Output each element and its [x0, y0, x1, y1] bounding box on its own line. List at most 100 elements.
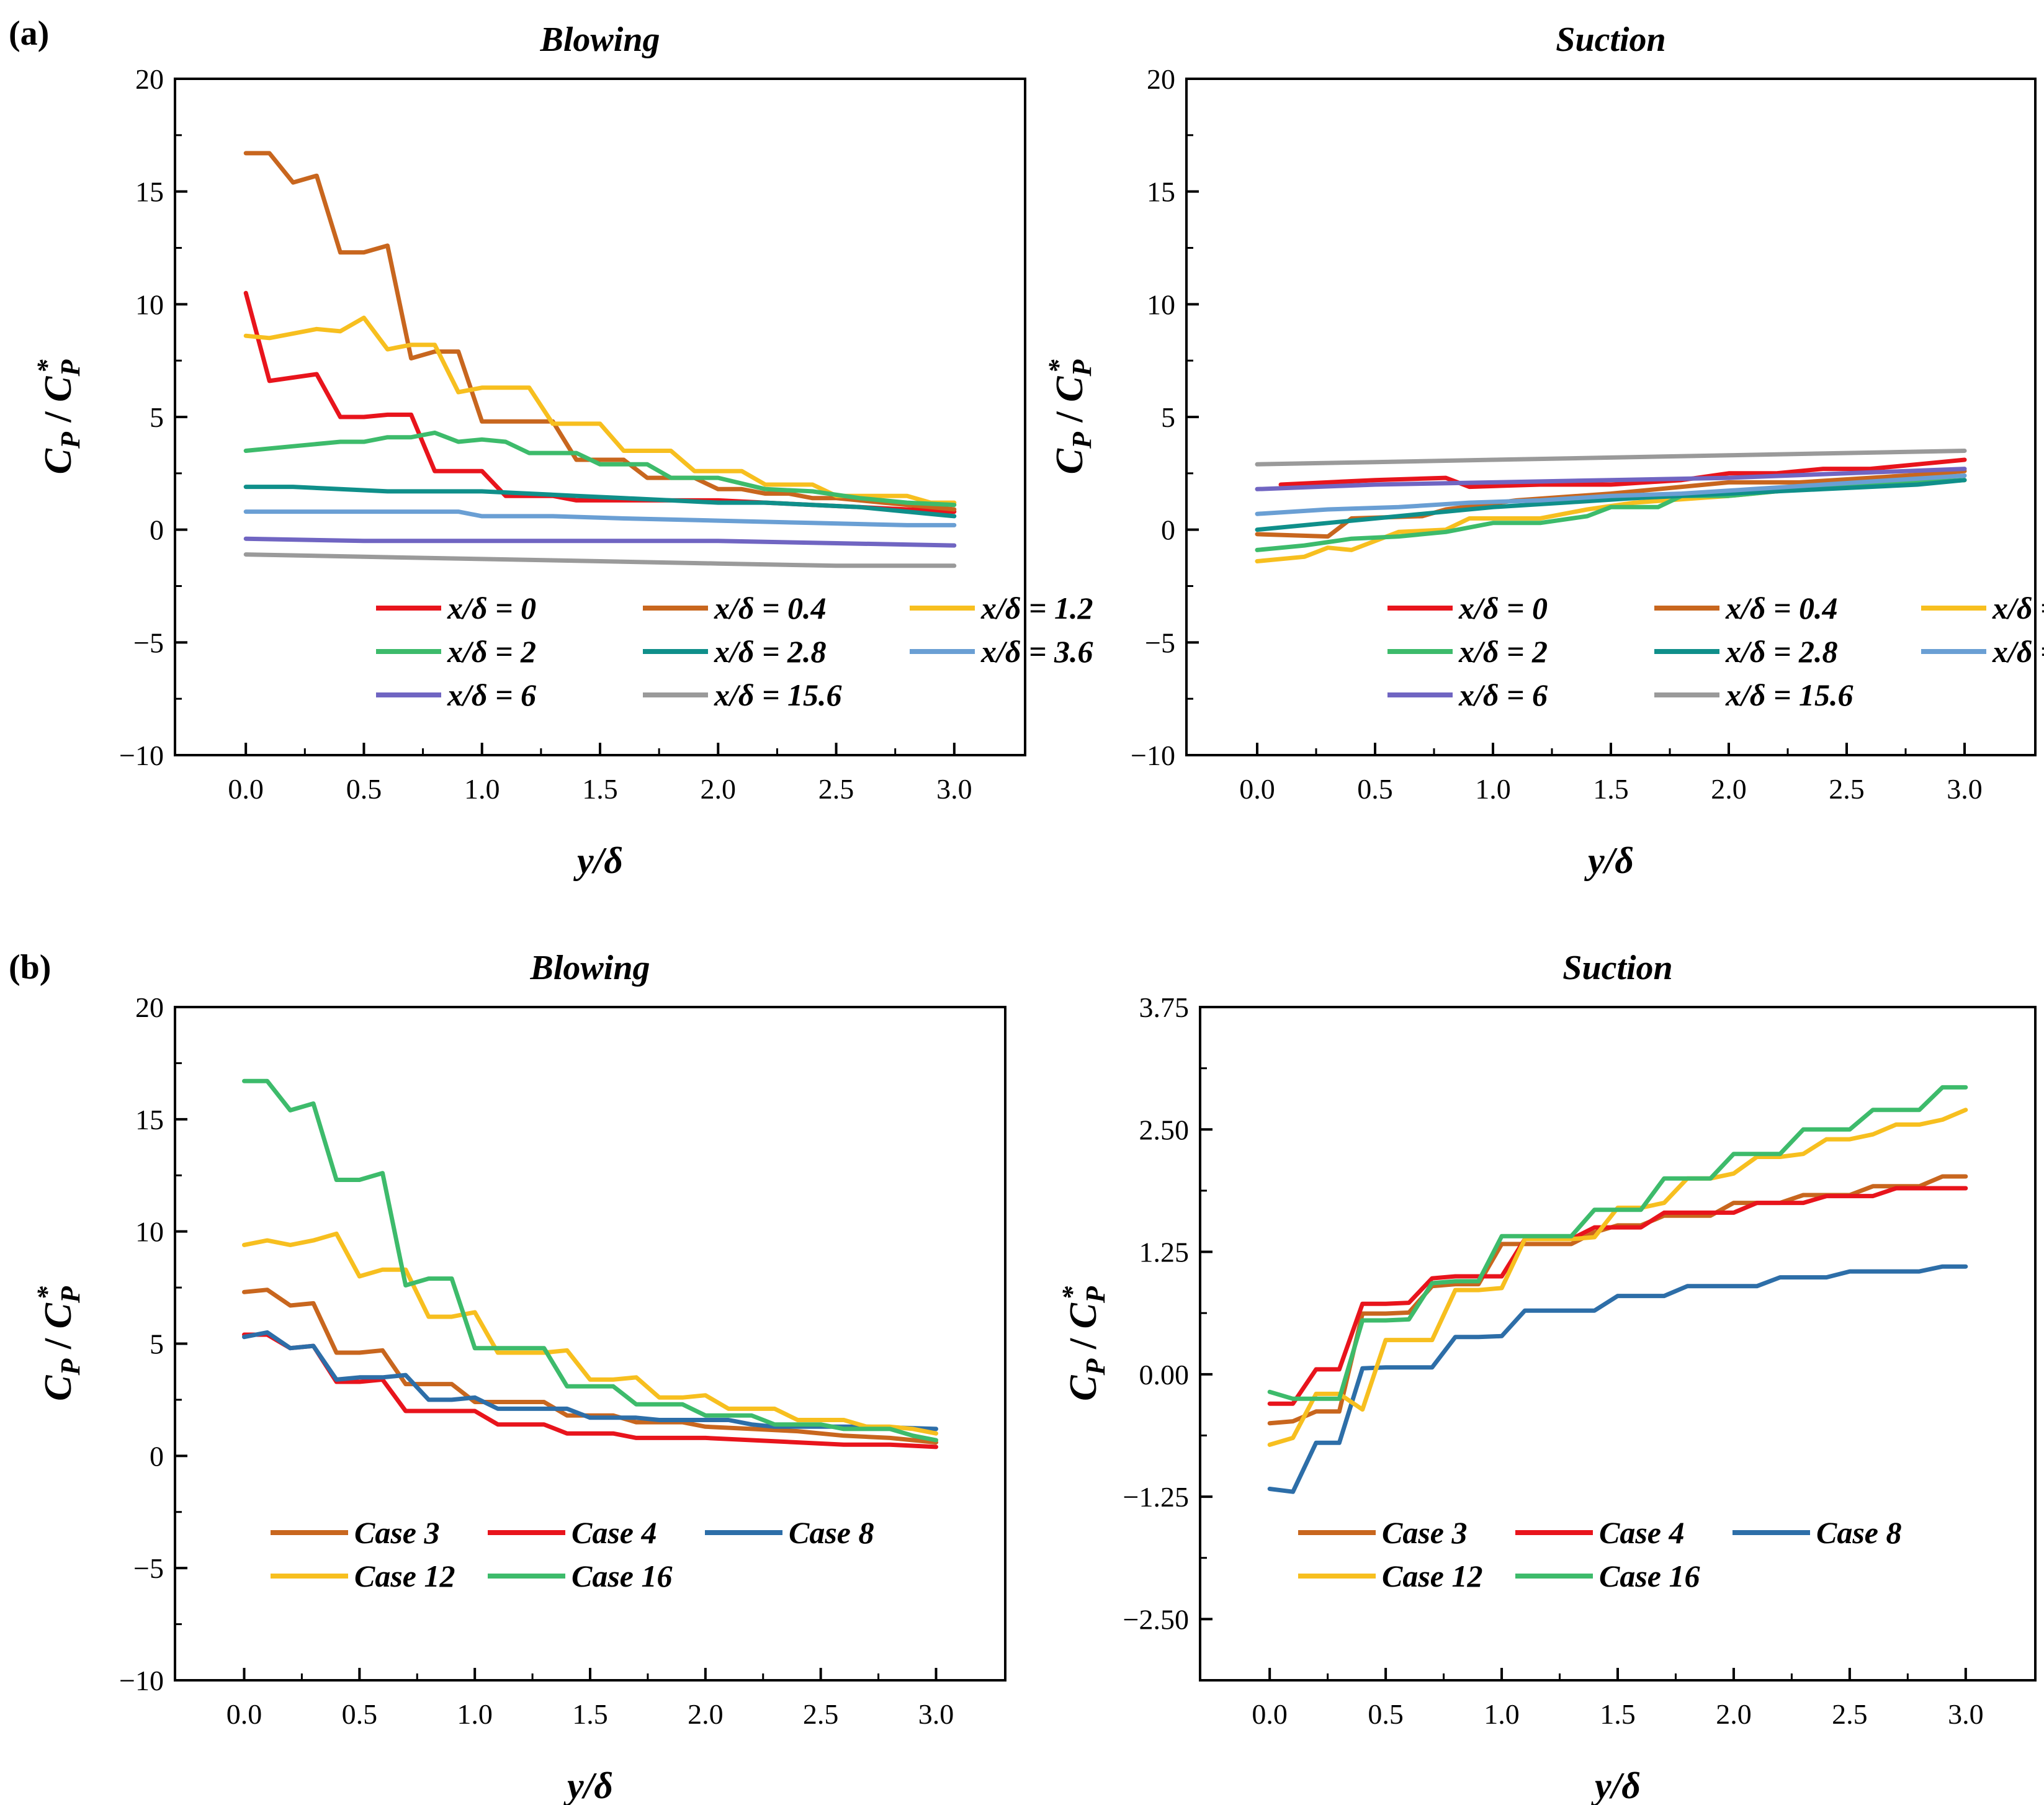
y-axis-label-part: C [37, 448, 79, 474]
x-axis-label: y/δ [1584, 840, 1634, 881]
y-axis-label: CP / CP* [1057, 1286, 1111, 1401]
y-tick-label: −10 [119, 1665, 164, 1696]
y-tick-label: 10 [135, 289, 164, 320]
series-line-8 [1255, 449, 1967, 467]
y-axis-label-star: * [1057, 1286, 1087, 1300]
x-tick-label: 0.5 [346, 773, 382, 805]
chart-title: Blowing [530, 949, 650, 987]
y-axis-label-part: P [1080, 1358, 1111, 1376]
series-line-7 [1255, 467, 1967, 491]
series-line-5 [242, 1078, 938, 1443]
x-tick-label: 1.5 [572, 1698, 608, 1730]
legend-label-1: Case 3 [354, 1515, 440, 1550]
y-axis-label-part: / [1062, 1328, 1105, 1358]
y-tick-label: 20 [1147, 63, 1175, 95]
y-axis-label-part: C [1062, 1375, 1105, 1401]
series-group [1255, 449, 1967, 563]
y-tick-label: −1.25 [1123, 1481, 1189, 1513]
y-tick-label: 3.75 [1139, 992, 1190, 1023]
series-line-1 [242, 1288, 938, 1445]
y-tick-label: 0.00 [1139, 1359, 1190, 1391]
chart-title: Suction [1556, 20, 1665, 59]
x-tick-label: 1.0 [457, 1698, 493, 1730]
x-tick-label: 0.0 [228, 773, 264, 805]
x-tick-label: 0.0 [1252, 1698, 1288, 1730]
legend-label-3: x/δ = 1.2 [1992, 591, 2044, 625]
x-tick-label: 1.0 [1484, 1698, 1520, 1730]
x-tick-label: 2.5 [1829, 773, 1865, 805]
y-axis-label: CP / CP* [1043, 359, 1097, 475]
y-axis-label-part: C [37, 1302, 79, 1328]
x-tick-label: 2.5 [818, 773, 854, 805]
y-tick-label: −10 [119, 740, 164, 771]
x-tick-label: 1.5 [582, 773, 618, 805]
series-line-2 [1255, 468, 1967, 539]
series-line-1 [1267, 1174, 1968, 1426]
x-tick-label: 2.5 [803, 1698, 839, 1730]
legend-label-8: x/δ = 15.6 [714, 678, 842, 712]
x-tick-label: 2.0 [1716, 1698, 1752, 1730]
y-axis-label-part: P [55, 359, 86, 377]
y-tick-label: 15 [135, 1104, 164, 1135]
series-line-3 [242, 1330, 938, 1431]
series-line-5 [1255, 478, 1967, 532]
y-tick-label: −5 [133, 1552, 164, 1584]
x-tick-label: 0.0 [226, 1698, 262, 1730]
legend-label-7: x/δ = 6 [447, 678, 536, 712]
legend-label-3: Case 8 [1816, 1515, 1902, 1550]
chart-b-blowing: (b) Blowing 0.0 0.5 1.0 1.5 2.0 2.5 3.0 −10 −5 0 5 10… [9, 948, 1006, 1805]
legend-label-7: x/δ = 6 [1458, 678, 1548, 712]
x-tick-label: 1.5 [1600, 1698, 1636, 1730]
x-axis-label: y/δ [563, 1765, 613, 1805]
x-tick-label: 1.0 [1475, 773, 1511, 805]
x-axis-label: y/δ [573, 840, 623, 881]
legend-label-4: Case 12 [354, 1559, 455, 1593]
legend-label-2: Case 4 [1599, 1515, 1685, 1550]
legend-label-5: x/δ = 2.8 [714, 634, 827, 669]
series-line-2 [242, 1332, 938, 1449]
y-axis-label-part: C [37, 1375, 79, 1401]
y-tick-label: 1.25 [1139, 1237, 1190, 1268]
series-group [242, 1078, 938, 1449]
y-tick-label: 0 [1161, 514, 1175, 546]
x-tick-label: 0.5 [342, 1698, 378, 1730]
y-tick-label: 5 [1161, 401, 1175, 433]
y-axis-label-part: C [1049, 376, 1091, 402]
y-axis-label-part: P [1080, 1286, 1111, 1304]
y-axis-label-part: C [1049, 448, 1091, 474]
y-tick-label: 0 [150, 514, 164, 546]
y-tick-label: 15 [1147, 176, 1175, 208]
y-axis-label-part: P [1067, 359, 1097, 377]
chart-title: Blowing [540, 20, 660, 59]
panel-label: (a) [9, 14, 49, 53]
y-axis-label-part: P [55, 1358, 86, 1376]
y-axis-label-part: / [1049, 402, 1091, 432]
y-tick-label: −2.50 [1123, 1603, 1189, 1635]
legend: x/δ = 0 x/δ = 0.4 x/δ = 1.2 x/δ = 2 x/δ = 2.… [1387, 591, 2044, 712]
x-tick-label: 1.5 [1593, 773, 1629, 805]
y-tick-label: 5 [150, 1328, 164, 1360]
x-tick-label: 0.5 [1368, 1698, 1404, 1730]
x-tick-label: 3.0 [1947, 773, 1983, 805]
series-line-6 [243, 509, 957, 527]
y-axis-label-part: P [1067, 431, 1097, 449]
series-line-4 [243, 430, 957, 508]
legend-label-5: x/δ = 2.8 [1725, 634, 1838, 669]
legend-label-6: x/δ = 3.6 [980, 634, 1093, 669]
legend-label-8: x/δ = 15.6 [1725, 678, 1853, 712]
series-group [243, 151, 957, 568]
y-tick-label: −10 [1131, 740, 1175, 771]
x-tick-label: 2.0 [701, 773, 737, 805]
y-axis-label-part: / [37, 1328, 79, 1358]
x-axis-label: y/δ [1591, 1765, 1641, 1805]
chart-a-blowing: (a) Blowing 0.0 0.5 1.0 1.5 2.0 2.5 3.0 −10 −5 0 5 10… [9, 14, 1093, 881]
legend-label-4: x/δ = 2 [1458, 634, 1548, 669]
legend-label-1: Case 3 [1382, 1515, 1468, 1550]
y-axis-label-part: / [37, 402, 79, 432]
legend-label-2: Case 4 [572, 1515, 657, 1550]
legend: Case 3 Case 4 Case 8 Case 12 Case 16 [1298, 1515, 1902, 1593]
series-line-4 [1255, 478, 1967, 552]
x-tick-label: 3.0 [936, 773, 972, 805]
y-tick-label: 0 [150, 1440, 164, 1472]
